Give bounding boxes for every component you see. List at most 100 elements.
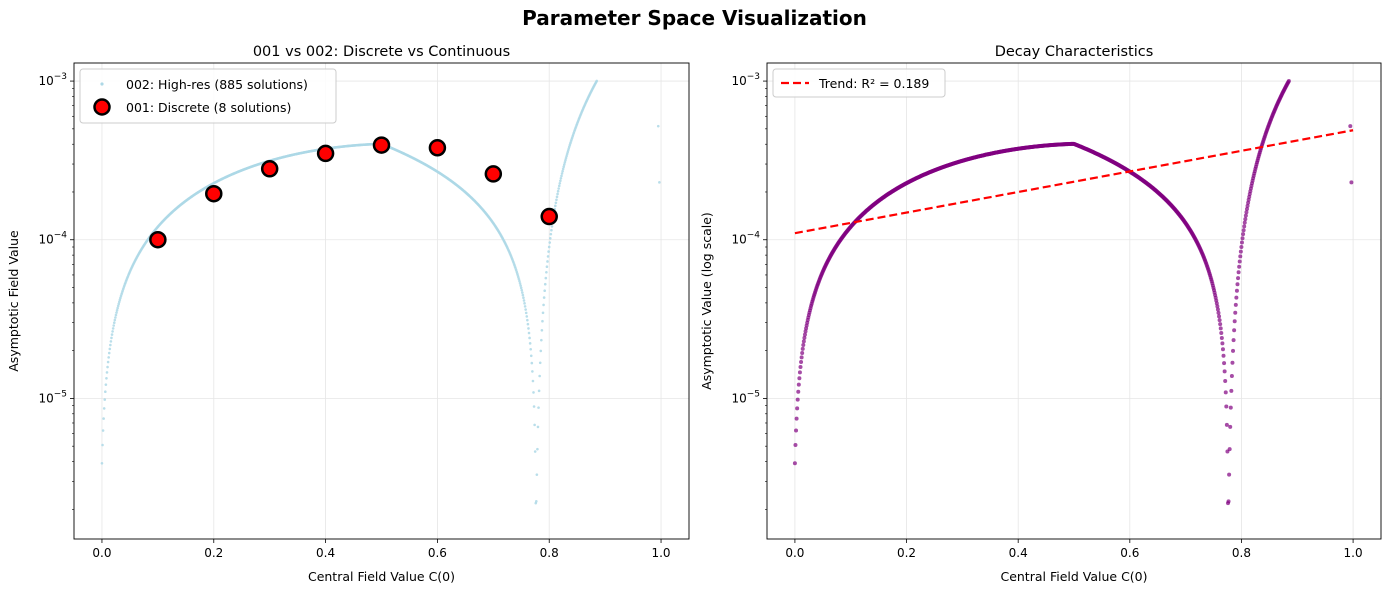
discrete-marker [316, 144, 335, 163]
curve-point [111, 330, 114, 333]
curve-point [536, 425, 540, 429]
curve-point [1238, 249, 1243, 254]
curve-point [549, 232, 553, 236]
curve-point [1286, 78, 1291, 83]
y-tick-label: 10−3 [38, 72, 67, 88]
discrete-marker [484, 165, 503, 183]
outlier-point [1348, 124, 1353, 129]
curve-point [518, 282, 522, 285]
curve-point [794, 428, 799, 433]
curve-point [101, 443, 104, 447]
y-tick-label: 10−5 [38, 389, 67, 405]
curve-point [1237, 259, 1242, 264]
curve-point [799, 355, 804, 360]
curve-point [799, 360, 804, 365]
curve-point [100, 461, 104, 465]
curve-point [1241, 232, 1246, 237]
curve-point [541, 319, 544, 323]
curve-point [1231, 338, 1236, 343]
axes-frame [766, 62, 1382, 540]
curve-point [550, 225, 554, 228]
curve-point [525, 315, 529, 318]
curve-point [538, 374, 541, 378]
curve-point [798, 365, 803, 370]
x-tick-label: 1.0 [1344, 546, 1363, 560]
chart-decay-characteristics: 0.0 0.2 0.4 0.6 0.8 1.0 10−5 10−4 10−3 Decay Char… [699, 44, 1382, 584]
x-tick-label: 0.6 [428, 546, 447, 560]
curve-point [1224, 422, 1229, 427]
curve-point [801, 343, 806, 348]
curve-point [522, 299, 526, 302]
curve-point [802, 335, 807, 340]
curve-point [529, 354, 533, 358]
curve-point [1234, 288, 1239, 293]
curve-point [521, 291, 524, 294]
x-tick-label: 0.4 [1009, 546, 1028, 560]
curve-point [532, 405, 536, 408]
curve-point [1232, 319, 1237, 324]
legend-marker-discrete [93, 98, 111, 116]
curve-point [1228, 424, 1233, 429]
legend-marker-highres [100, 82, 104, 86]
curve-point [517, 277, 521, 281]
curve-point [1220, 347, 1225, 352]
y-tick-label: 10−3 [731, 72, 760, 88]
curve-point [519, 284, 522, 287]
curve-point [107, 356, 110, 359]
discrete-marker [149, 230, 167, 249]
curve-point [1243, 213, 1248, 218]
curve-point [1238, 254, 1243, 259]
x-axis-label: Central Field Value C(0) [308, 569, 455, 584]
curve-point [1216, 310, 1221, 315]
curve-point [117, 302, 121, 306]
curve-point [531, 370, 534, 373]
legend: Trend: R² = 0.189 [772, 68, 946, 98]
curve-point [1219, 335, 1224, 340]
curve-point [1234, 295, 1239, 300]
curve-point [555, 195, 559, 199]
curve-point [535, 473, 539, 476]
curve-point [1233, 310, 1238, 315]
curve-point [543, 282, 547, 286]
curve-point [534, 500, 538, 503]
y-tick-label: 10−5 [731, 389, 760, 405]
curve-point [115, 309, 119, 312]
figure-title: Parameter Space Visualization [522, 6, 867, 30]
curve-point [1223, 390, 1228, 395]
curve-point [1220, 341, 1225, 346]
x-axis-label: Central Field Value C(0) [1000, 569, 1147, 584]
curve-point [556, 189, 560, 193]
y-tick-label: 10−4 [731, 231, 760, 247]
curve-point [562, 165, 566, 169]
curve-point [1239, 244, 1244, 249]
chart-title: Decay Characteristics [995, 44, 1154, 60]
curve-point [112, 324, 116, 327]
curve-point [524, 308, 527, 311]
curve-point [114, 316, 117, 319]
curve-point [1215, 304, 1220, 309]
curve-point [802, 332, 807, 337]
curve-point [1228, 405, 1233, 410]
curve-point [102, 407, 106, 410]
curve-point [517, 276, 520, 279]
curve-point [110, 336, 113, 340]
curve-point [522, 296, 525, 300]
curve-point [518, 280, 521, 283]
curve-point [527, 331, 531, 335]
curve-point [548, 236, 552, 240]
curve-point [527, 327, 530, 330]
y-axis-label: Asymptotic Value (log scale) [699, 212, 714, 390]
curve-point [111, 327, 115, 330]
legend-label-discrete: 001: Discrete (8 solutions) [126, 100, 291, 115]
x-tick-label: 0.2 [897, 546, 916, 560]
curve-point [1233, 302, 1238, 307]
curve-point [540, 328, 544, 332]
curve-point [1218, 326, 1223, 331]
curve-point [1217, 314, 1222, 319]
curve-point [1215, 307, 1220, 312]
legend-box [79, 68, 337, 124]
curve-point [1239, 240, 1244, 245]
curve-point [1240, 236, 1245, 241]
curve-point [101, 429, 105, 432]
curve-point [537, 406, 540, 409]
